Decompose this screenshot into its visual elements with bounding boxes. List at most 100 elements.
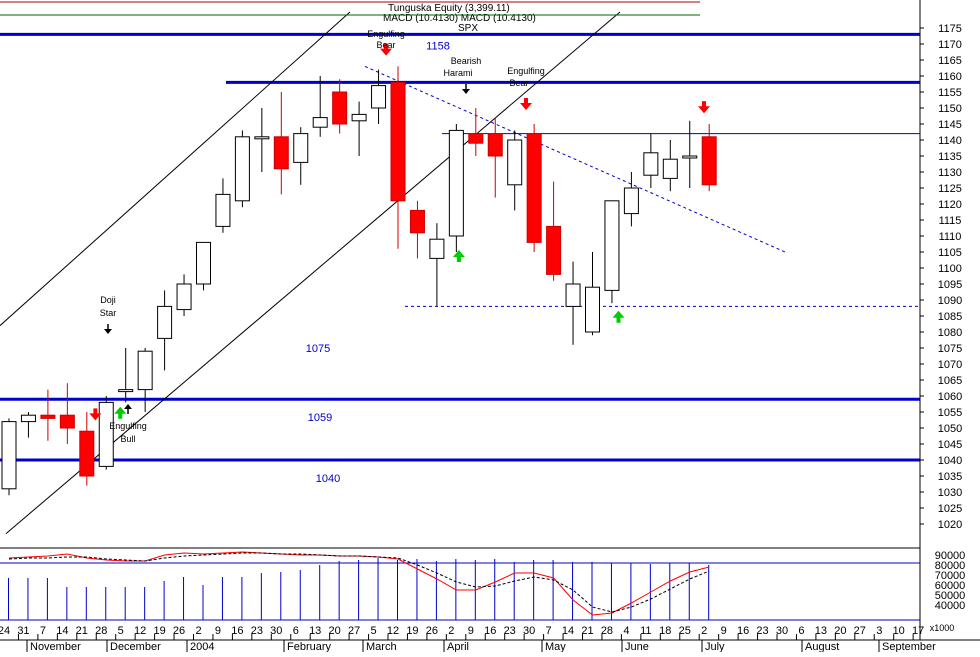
green-up-arrow (114, 406, 127, 419)
green-up-arrow (612, 310, 625, 323)
month-label: July (705, 641, 725, 652)
date-tick-label: 12 (387, 625, 399, 637)
date-tick-label: 16 (484, 625, 496, 637)
date-tick-label: 26 (426, 625, 438, 637)
candle-body (215, 193, 231, 227)
date-tick-label: 30 (776, 625, 788, 637)
month-label: May (545, 641, 566, 652)
date-tick-label: 21 (581, 625, 593, 637)
header-symbol: SPX (458, 23, 478, 34)
price-tick-label: 1165 (938, 55, 962, 67)
date-tick-label: 20 (834, 625, 846, 637)
pattern-annotation: Engulfing (507, 66, 545, 76)
price-tick-label: 1045 (938, 439, 962, 451)
candle-body (701, 136, 717, 186)
date-tick-label: 25 (679, 625, 691, 637)
arrow-head (124, 404, 132, 409)
green-up-arrow (452, 250, 465, 262)
price-tick-label: 1050 (938, 423, 962, 435)
channel-upper-line (0, 11, 351, 326)
date-tick-label: 19 (406, 625, 418, 637)
date-tick-label: 5 (118, 625, 124, 637)
arrow-head (612, 310, 625, 318)
arrow-head (104, 329, 112, 334)
candle-body (682, 155, 698, 159)
candle-body (526, 133, 542, 243)
date-tick-label: 3 (876, 625, 882, 637)
price-tick-label: 1125 (938, 183, 962, 195)
price-tick-label: 1135 (938, 151, 962, 163)
price-tick-label: 1160 (938, 71, 962, 83)
date-tick-label: 18 (659, 625, 671, 637)
date-tick-label: 31 (17, 625, 29, 637)
candle-body (234, 136, 250, 202)
candle-body (79, 430, 95, 477)
price-tick-label: 1065 (938, 375, 962, 387)
price-tick-label: 1145 (938, 119, 962, 131)
dashed-trendline (364, 65, 786, 253)
candle-body (1, 421, 17, 490)
price-tick-label: 1170 (938, 39, 962, 51)
doji-star-arrow (104, 324, 112, 334)
candle-body (487, 133, 503, 157)
date-tick-label: 23 (756, 625, 768, 637)
price-tick-label: 1075 (938, 343, 962, 355)
candle-body (196, 241, 211, 285)
macd-tick-label: 90000 (935, 550, 966, 562)
price-tick-label: 1090 (938, 295, 962, 307)
date-tick-label: 10 (893, 625, 905, 637)
red-down-arrow (380, 43, 392, 56)
month-label: November (30, 641, 81, 652)
date-tick-label: 24 (0, 625, 10, 637)
red-down-arrow (520, 98, 532, 110)
arrow-shaft (524, 98, 528, 104)
date-tick-label: 28 (95, 625, 107, 637)
date-tick-label: 2 (448, 625, 454, 637)
date-tick-label: 12 (134, 625, 146, 637)
candle-body (137, 350, 153, 391)
date-tick-label: 20 (329, 625, 341, 637)
price-tick-label: 1095 (938, 279, 962, 291)
date-tick-label: 9 (721, 625, 727, 637)
month-label: February (287, 641, 332, 652)
price-tick-label: 1110 (939, 231, 962, 243)
date-tick-label: 30 (523, 625, 535, 637)
date-tick-label: 30 (270, 625, 282, 637)
date-tick-label: 14 (562, 625, 574, 637)
date-tick-label: 21 (76, 625, 88, 637)
candle-body (293, 133, 309, 163)
candle-body (118, 389, 134, 393)
month-label: April (447, 641, 469, 652)
date-tick-label: 16 (231, 625, 243, 637)
macd-tick-label: 40000 (935, 600, 966, 612)
pattern-annotation: Star (100, 308, 117, 318)
candle-body (546, 225, 562, 275)
candle-body (468, 133, 484, 144)
candle-body (176, 283, 192, 311)
candle-body (507, 139, 523, 186)
level-label: 1059 (308, 412, 332, 424)
arrow-head (114, 406, 127, 414)
date-tick-label: 2 (195, 625, 201, 637)
date-tick-label: 26 (173, 625, 185, 637)
price-tick-label: 1130 (938, 167, 962, 179)
pattern-annotation: Harami (443, 68, 472, 78)
price-tick-label: 1175 (938, 23, 962, 35)
month-label: March (366, 641, 397, 652)
date-tick-label: 2 (701, 625, 707, 637)
candle-body (332, 91, 348, 125)
date-tick-label: 19 (153, 625, 165, 637)
date-tick-label: 6 (293, 625, 299, 637)
candle-body (409, 209, 425, 234)
date-tick-label: 14 (56, 625, 68, 637)
pattern-annotation: Bear (509, 78, 528, 88)
month-label: December (110, 641, 161, 652)
candle-body (662, 158, 678, 179)
macd-tick-label: 50000 (935, 590, 966, 602)
candle-body (59, 414, 75, 429)
arrow-head (520, 103, 532, 110)
arrow-shaft (93, 408, 98, 415)
